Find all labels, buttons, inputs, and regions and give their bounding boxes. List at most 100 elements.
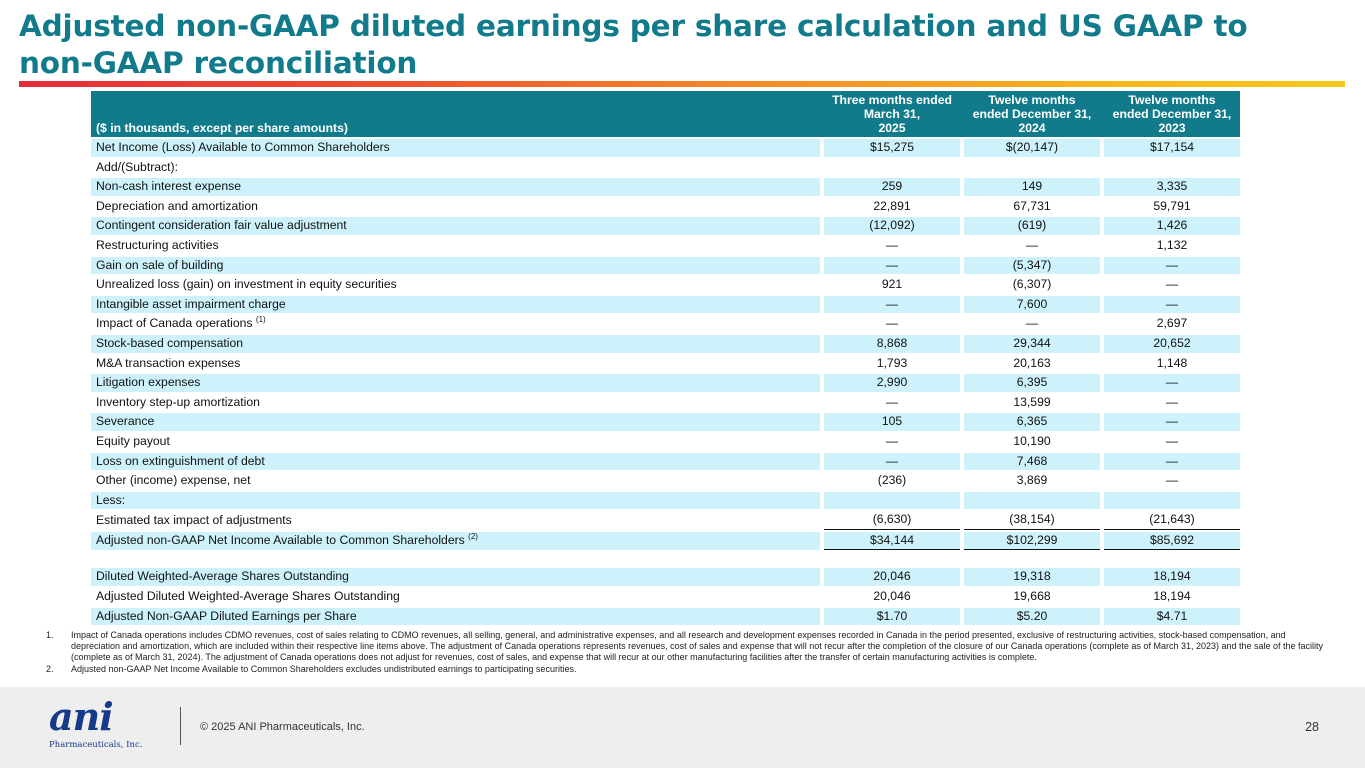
row-label-text: Estimated tax impact of adjustments [96, 512, 292, 527]
cell-value: 2,990 [824, 374, 960, 392]
cell-value: 19,318 [964, 568, 1100, 587]
cell-value: — [824, 256, 960, 275]
table-body: Net Income (Loss) Available to Common Sh… [91, 139, 1240, 626]
row-label-text: Impact of Canada operations [96, 316, 253, 331]
table-row: Adjusted Diluted Weighted-Average Shares… [91, 588, 1240, 606]
header-line: March 31, [863, 107, 921, 121]
cell-value: — [1104, 413, 1240, 431]
copyright: © 2025 ANI Pharmaceuticals, Inc. [200, 721, 365, 733]
row-label-text: Adjusted Non-GAAP Diluted Earnings per S… [96, 608, 357, 623]
header-year: 2024 [1018, 121, 1046, 135]
cell-value: 8,868 [824, 334, 960, 353]
row-label-text: Unrealized loss (gain) on investment in … [96, 277, 397, 292]
cell-value: $(20,147) [964, 139, 1100, 157]
row-label-text: Net Income (Loss) Available to Common Sh… [96, 140, 390, 154]
row-label-text: Depreciation and amortization [96, 198, 258, 213]
cell-value: — [824, 236, 960, 255]
header-col-q1-2025: Three months ended March 31, 2025 [824, 91, 960, 137]
cell-value: 20,163 [964, 354, 1100, 373]
cell-value: $17,154 [1104, 139, 1240, 157]
table-row: Adjusted non-GAAP Net Income Available t… [91, 531, 1240, 551]
cell-value: — [824, 315, 960, 333]
cell-value: — [1104, 276, 1240, 294]
cell-value: (38,154) [964, 511, 1100, 530]
row-label: Other (income) expense, net [91, 472, 820, 490]
row-label: Add/(Subtract): [91, 158, 820, 177]
table-row: Restructuring activities — —1,132 [91, 236, 1240, 255]
table-row: Non-cash interest expense 259 149 3,335 [91, 178, 1240, 196]
row-label: Stock-based compensation [91, 334, 820, 353]
cell-value: 149 [964, 178, 1100, 196]
cell-value: 22,891 [824, 197, 960, 216]
row-label-text: Adjusted Diluted Weighted-Average Shares… [96, 589, 400, 604]
cell-value: 7,600 [964, 295, 1100, 314]
cell-value: $34,144 [824, 531, 960, 551]
cell-value [1104, 491, 1240, 510]
cell-value: — [1104, 256, 1240, 275]
table-row: Estimated tax impact of adjustments (6,63… [91, 511, 1240, 530]
cell-value: (236) [824, 472, 960, 490]
logo-subtitle: Pharmaceuticals, Inc. [49, 740, 143, 750]
cell-value: 1,132 [1104, 236, 1240, 255]
cell-value: — [1104, 472, 1240, 490]
footer: ani Pharmaceuticals, Inc. © 2025 ANI Pha… [0, 687, 1365, 768]
table-row: Less: [91, 491, 1240, 510]
table-row: Severance 105 6,365— [91, 413, 1240, 431]
row-label-text: Intangible asset impairment charge [96, 296, 286, 311]
cell-value [1104, 158, 1240, 177]
table-row: Litigation expenses 2,990 6,395— [91, 374, 1240, 392]
cell-value: 20,046 [824, 568, 960, 587]
row-label: Less: [91, 491, 820, 510]
cell-value: (6,307) [964, 276, 1100, 294]
table-row: Adjusted Non-GAAP Diluted Earnings per S… [91, 607, 1240, 626]
table-row: Loss on extinguishment of debt —7,468— [91, 452, 1240, 471]
row-label-text: Diluted Weighted-Average Shares Outstand… [96, 569, 349, 584]
row-label-text: Equity payout [96, 433, 170, 448]
table-row: Diluted Weighted-Average Shares Outstand… [91, 568, 1240, 587]
cell-value: $5.20 [964, 607, 1100, 626]
row-label-text: Non-cash interest expense [96, 179, 241, 194]
page-number: 28 [1305, 720, 1319, 734]
footnote-text: Impact of Canada operations includes CDM… [71, 630, 1324, 663]
row-label-text: Stock-based compensation [96, 335, 244, 350]
cell-value: (5,347) [964, 256, 1100, 275]
footnote-1: 1. Impact of Canada operations includes … [46, 630, 1331, 664]
table-row: Gain on sale of building — (5,347) — [91, 256, 1240, 275]
row-label: Estimated tax impact of adjustments [91, 511, 820, 530]
cell-value: — [824, 432, 960, 451]
header-year: 2025 [878, 121, 906, 135]
cell-value: 6,395 [964, 374, 1100, 392]
row-label: Gain on sale of building [91, 256, 820, 275]
title-gradient-rule [19, 81, 1345, 87]
row-label: Diluted Weighted-Average Shares Outstand… [91, 568, 820, 587]
cell-value: 18,194 [1104, 568, 1240, 587]
row-label: Equity payout [91, 432, 820, 451]
row-label: Intangible asset impairment charge [91, 295, 820, 314]
cell-value: 67,731 [964, 197, 1100, 216]
row-label-text: Other (income) expense, net [96, 473, 251, 488]
footer-divider [180, 707, 181, 745]
cell-value: $4.71 [1104, 607, 1240, 626]
footnote-ref: (2) [468, 532, 478, 542]
cell-value: — [1104, 393, 1240, 412]
table-row: Other (income) expense, net (236) 3,869— [91, 472, 1240, 490]
footnote-ref: (1) [255, 315, 266, 325]
cell-value: 13,599 [964, 393, 1100, 412]
cell-value: 20,046 [824, 588, 960, 606]
table-row: Impact of Canada operations (1) — —2,697 [91, 315, 1240, 333]
ani-logo: ani Pharmaceuticals, Inc. [47, 694, 157, 750]
cell-value: 6,365 [964, 413, 1100, 431]
header-line: Three months ended [832, 93, 952, 107]
cell-value: 2,697 [1104, 315, 1240, 333]
cell-value: — [1104, 452, 1240, 471]
row-label: Inventory step-up amortization [91, 393, 820, 412]
cell-value: 7,468 [964, 452, 1100, 471]
footnote-text: Adjusted non-GAAP Net Income Available t… [71, 663, 577, 674]
row-label: Contingent consideration fair value adju… [91, 217, 820, 235]
footnote-2: 2. Adjusted non-GAAP Net Income Availabl… [46, 664, 1331, 675]
cell-value: 1,426 [1104, 217, 1240, 235]
table-row: Inventory step-up amortization —13,599— [91, 393, 1240, 412]
cell-value: — [824, 452, 960, 471]
table-row: Unrealized loss (gain) on investment in … [91, 276, 1240, 294]
header-label: ($ in thousands, except per share amount… [91, 91, 820, 137]
